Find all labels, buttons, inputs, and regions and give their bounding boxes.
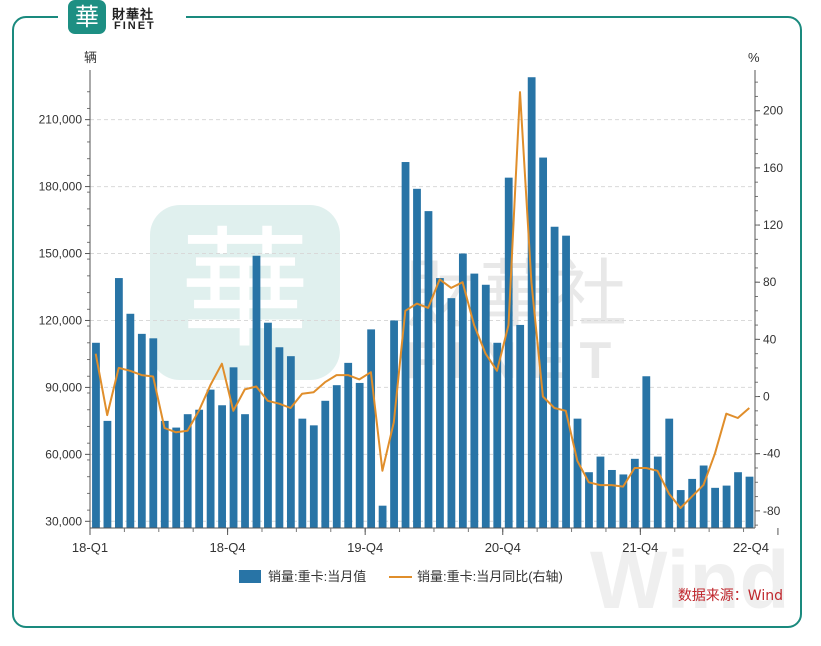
x-tick-label: 22-Q4	[733, 540, 769, 555]
bar	[367, 329, 376, 528]
bar	[298, 418, 307, 528]
bar	[642, 376, 651, 528]
legend-bar-label: 销量:重卡:当月值	[268, 569, 366, 584]
bar	[493, 342, 502, 528]
bar	[195, 409, 204, 528]
bar	[676, 490, 685, 528]
bar	[527, 77, 536, 528]
x-tick-label: 19-Q4	[347, 540, 383, 555]
bar	[688, 478, 697, 528]
axes: 30,000 60,000 90,000 120,000 150,000 180,000 2…	[39, 70, 783, 555]
y-right-tick-label: 200	[763, 104, 783, 118]
bar	[619, 474, 628, 528]
bar	[252, 255, 261, 528]
yoy-line	[94, 91, 750, 509]
bar	[481, 284, 490, 528]
bar	[699, 465, 708, 528]
y-right-tick-label: 120	[763, 218, 783, 232]
bar	[504, 177, 513, 528]
bar	[722, 485, 731, 528]
bar	[516, 324, 525, 528]
watermark-badge-icon	[150, 205, 340, 380]
bar	[172, 427, 181, 528]
bar	[436, 278, 444, 528]
bar	[539, 157, 548, 528]
bar	[321, 400, 330, 528]
legend-line-label: 销量:重卡:当月同比(右轴)	[417, 569, 563, 584]
bar	[344, 362, 353, 528]
bar	[562, 235, 570, 528]
brand-logo: 華 財華社 FINET	[58, 0, 186, 36]
bar	[309, 425, 318, 528]
bar	[378, 505, 387, 528]
bar	[573, 418, 582, 528]
bar	[241, 414, 249, 528]
bar	[229, 367, 238, 528]
y-right-tick-label: 160	[763, 161, 783, 175]
line-series	[94, 91, 750, 509]
brand-name-en: FINET	[114, 20, 156, 32]
watermark-wind: Wind	[590, 535, 790, 626]
x-tick-label: 21-Q4	[622, 540, 658, 555]
bar	[413, 188, 421, 529]
y-right-tick-label: 0	[763, 390, 770, 404]
brand-badge-icon: 華	[68, 0, 106, 34]
bar	[183, 414, 192, 528]
bar	[550, 226, 559, 528]
bar	[92, 342, 100, 528]
bar	[458, 253, 467, 529]
bar	[355, 382, 364, 528]
bar	[630, 458, 639, 528]
y-left-tick-label: 90,000	[45, 380, 82, 394]
y-left-tick-label: 150,000	[39, 247, 83, 261]
bar	[665, 418, 674, 528]
y-right-tick-label: 80	[763, 275, 777, 289]
bar	[286, 356, 295, 528]
bar	[745, 476, 754, 528]
bar	[585, 472, 593, 528]
bar	[218, 405, 226, 528]
bar	[401, 162, 410, 529]
x-tick-label: 18-Q1	[72, 540, 108, 555]
bar	[149, 338, 158, 528]
bar	[206, 389, 215, 528]
watermark-mark: 華	[180, 217, 310, 363]
y-left-tick-label: 210,000	[39, 113, 83, 127]
legend-bar-swatch	[239, 570, 261, 583]
x-tick-label: 20-Q4	[485, 540, 521, 555]
bar	[126, 313, 135, 528]
bar	[160, 420, 169, 528]
bar	[447, 298, 456, 528]
y-right-unit: %	[748, 50, 760, 65]
y-left-unit: 辆	[84, 50, 97, 65]
y-left-tick-label: 120,000	[39, 313, 83, 327]
y-right-tick-label: 40	[763, 332, 777, 346]
y-left-tick-label: 60,000	[45, 447, 82, 461]
brand-name-cn: 財華社	[112, 8, 155, 23]
bar	[103, 420, 112, 528]
y-left-tick-label: 180,000	[39, 180, 83, 194]
bar	[596, 456, 605, 528]
bar	[653, 456, 662, 528]
x-tick-label: 18-Q4	[210, 540, 246, 555]
bar	[734, 472, 742, 528]
bar	[275, 347, 284, 528]
y-right-tick-label: -80	[763, 504, 781, 518]
bar	[470, 273, 479, 528]
bar	[137, 333, 146, 528]
y-left-tick-label: 30,000	[45, 514, 82, 528]
y-right-tick-label: -40	[763, 447, 781, 461]
bar	[711, 487, 719, 528]
bar	[264, 322, 272, 528]
bar	[424, 211, 433, 528]
bar	[332, 385, 341, 528]
legend: 销量:重卡:当月值 销量:重卡:当月同比(右轴)	[239, 569, 563, 584]
bar	[114, 278, 123, 528]
chart-frame	[12, 16, 802, 628]
bar	[608, 469, 616, 528]
source-note: 数据来源：Wind	[677, 588, 783, 604]
